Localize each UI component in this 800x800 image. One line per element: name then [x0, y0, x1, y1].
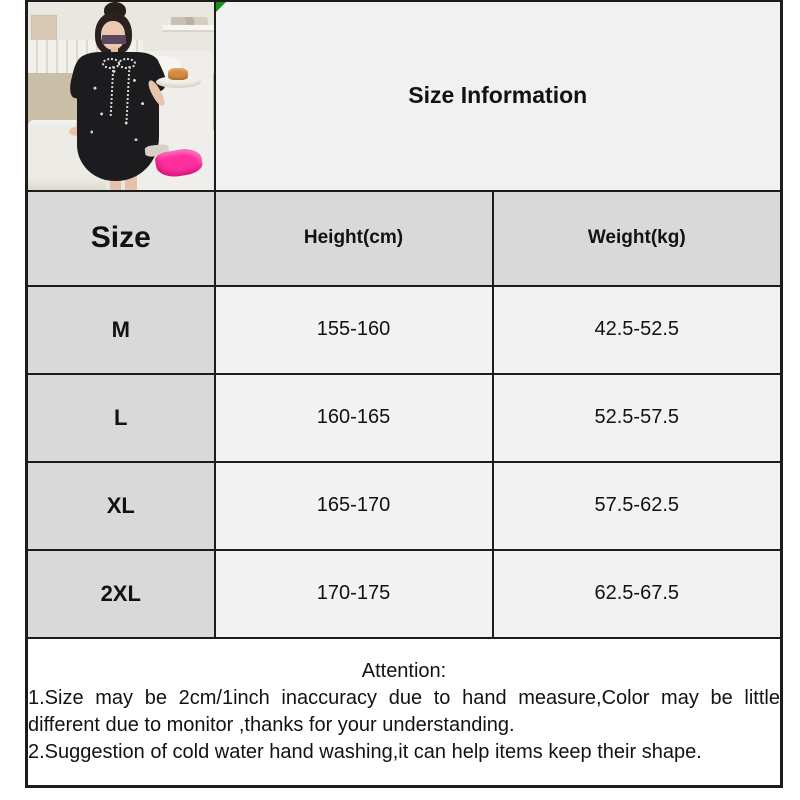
- column-header-size: Size: [25, 189, 216, 287]
- wall-shelf: [163, 25, 213, 31]
- weight-cell: 62.5-67.5: [491, 548, 783, 639]
- table-row-xl: XL 165-170 57.5-62.5: [25, 460, 783, 551]
- size-cell: L: [25, 372, 216, 463]
- height-cell: 160-165: [213, 372, 494, 463]
- photo-title-row: Size Information: [25, 0, 783, 192]
- table-row-m: M 155-160 42.5-52.5: [25, 284, 783, 375]
- weight-cell: 57.5-62.5: [491, 460, 783, 551]
- table-row-2xl: 2XL 170-175 62.5-67.5: [25, 548, 783, 639]
- attention-heading: Attention:: [361, 660, 447, 683]
- size-information-title: Size Information: [408, 82, 588, 109]
- attention-row: Attention: 1.Size may be 2cm/1inch inacc…: [25, 636, 783, 788]
- bow-print-right: [124, 58, 131, 120]
- column-header-height: Height(cm): [213, 189, 494, 287]
- attention-note-2: 2.Suggestion of cold water hand washing,…: [28, 740, 702, 763]
- size-cell: M: [25, 284, 216, 375]
- product-photo: [28, 2, 213, 189]
- black-tshirt: [77, 51, 159, 182]
- sunglasses: [101, 34, 126, 45]
- cake: [168, 67, 189, 80]
- size-cell: XL: [25, 460, 216, 551]
- plate: [155, 76, 201, 89]
- weight-cell: 52.5-57.5: [491, 372, 783, 463]
- model-neck: [110, 47, 118, 55]
- height-cell: 155-160: [213, 284, 494, 375]
- height-cell: 165-170: [213, 460, 494, 551]
- column-header-weight: Weight(kg): [491, 189, 783, 287]
- shelf-items: [170, 17, 208, 26]
- weight-cell: 42.5-52.5: [491, 284, 783, 375]
- product-photo-cell: [25, 0, 216, 192]
- bow-print-left: [107, 58, 114, 116]
- table-header-row: Size Height(cm) Weight(kg): [25, 189, 783, 287]
- size-information-title-cell: Size Information: [213, 0, 783, 192]
- height-cell: 170-175: [213, 548, 494, 639]
- attention-note-1: 1.Size may be 2cm/1inch inaccuracy due t…: [28, 686, 780, 736]
- size-cell: 2XL: [25, 548, 216, 639]
- table-row-l: L 160-165 52.5-57.5: [25, 372, 783, 463]
- cell-corner-flag-icon: [216, 2, 226, 12]
- attention-note-cell: Attention: 1.Size may be 2cm/1inch inacc…: [25, 636, 783, 788]
- model-hand-left: [68, 126, 84, 137]
- size-information-table: Size Information Size Height(cm) Weight(…: [25, 0, 783, 788]
